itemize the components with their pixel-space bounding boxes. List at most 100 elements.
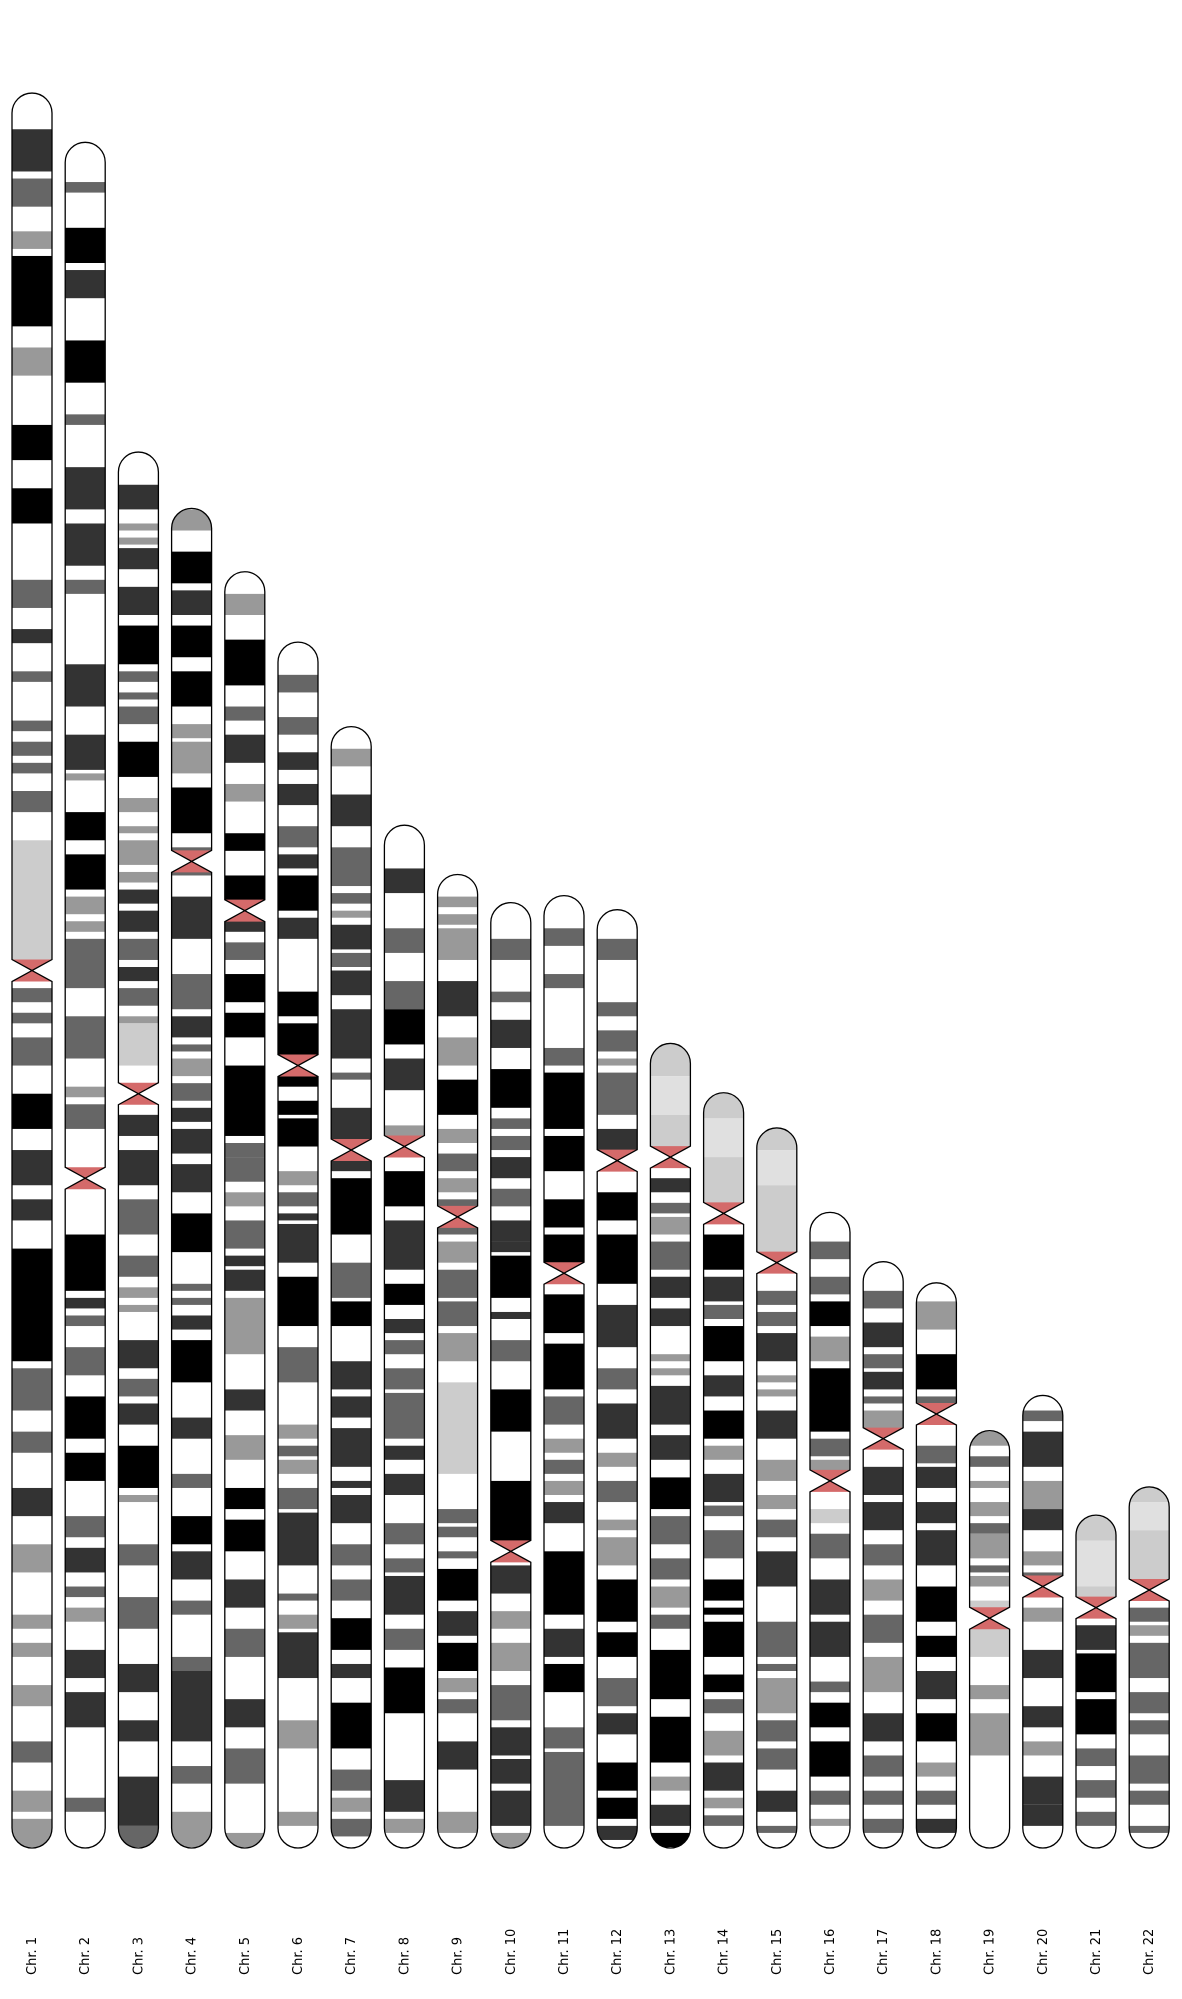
chromosome-5 <box>224 571 266 1849</box>
centromere-p <box>597 1149 638 1161</box>
band-gpos50 <box>703 1815 744 1826</box>
band-gpos50 <box>384 928 425 953</box>
band-gpos75 <box>650 1308 691 1327</box>
band-gpos25 <box>118 871 159 883</box>
band-gpos25 <box>331 910 372 918</box>
centromere-q <box>916 1414 957 1426</box>
band-gpos50 <box>12 762 52 774</box>
band-gpos25 <box>1022 1551 1063 1566</box>
band-gpos75 <box>224 734 265 763</box>
band-gpos100 <box>597 1632 638 1657</box>
band-gpos50 <box>12 791 52 813</box>
band-gpos100 <box>1076 1653 1116 1693</box>
chromosome-2 <box>64 141 106 1849</box>
band-gpos25 <box>437 1678 478 1693</box>
band-gpos50 <box>1076 1811 1116 1826</box>
band-gpos50 <box>12 741 52 756</box>
band-gpos75 <box>65 1547 106 1573</box>
band-gpos75 <box>224 1579 265 1608</box>
band-gpos25 <box>12 231 52 249</box>
band-gpos50 <box>437 1526 478 1538</box>
band-gpos75 <box>597 1304 638 1348</box>
band-gpos100 <box>916 1635 957 1657</box>
band-gpos75 <box>12 1487 52 1517</box>
band-gpos50 <box>384 1340 425 1355</box>
band-gpos75 <box>1022 1706 1063 1728</box>
band-gpos100 <box>384 1283 425 1305</box>
band-gpos100 <box>331 1702 372 1749</box>
band-gpos50 <box>490 1188 531 1207</box>
centromere-q <box>1076 1607 1116 1619</box>
centromere-q <box>224 910 265 922</box>
band-gpos100 <box>437 1642 478 1671</box>
band-gpos50 <box>490 1118 531 1129</box>
chromosome-outline <box>968 1430 1011 1849</box>
band-gpos50 <box>224 1748 265 1784</box>
band-gpos100 <box>171 551 212 584</box>
band-gpos75 <box>118 1776 159 1826</box>
band-gpos50 <box>916 1790 957 1805</box>
band-gpos25 <box>703 1730 744 1756</box>
band-gpos75 <box>65 734 106 770</box>
band-gpos25 <box>437 1241 478 1263</box>
band-gpos100 <box>224 833 265 851</box>
band-gpos50 <box>171 974 212 1010</box>
band-gpos50 <box>384 1392 425 1439</box>
band-gpos100 <box>437 1568 478 1601</box>
band-gpos50 <box>331 952 372 967</box>
band-gpos75 <box>331 1361 372 1390</box>
chromosome-1 <box>11 92 53 1849</box>
band-gpos100 <box>810 1702 850 1728</box>
band-gpos50 <box>224 706 265 721</box>
band-gvar <box>1076 1516 1116 1541</box>
band-gpos100 <box>490 1069 531 1108</box>
band-gpos75 <box>118 548 159 570</box>
band-stalk <box>1129 1502 1170 1531</box>
band-gpos100 <box>544 1551 584 1615</box>
band-gpos75 <box>437 981 478 1017</box>
band-gpos50 <box>1129 1692 1170 1714</box>
band-gpos50 <box>384 1523 425 1545</box>
band-gpos50 <box>331 1072 372 1080</box>
band-gpos50 <box>437 1699 478 1714</box>
band-gpos50 <box>12 1431 52 1453</box>
band-gpos50 <box>969 1523 1010 1534</box>
band-gpos25 <box>171 1058 212 1077</box>
chromosome-12 <box>596 909 638 1849</box>
band-gpos25 <box>969 1431 1010 1446</box>
band-gpos100 <box>278 1276 318 1327</box>
band-gpos100 <box>65 227 106 263</box>
band-gpos50 <box>437 1153 478 1172</box>
band-gpos75 <box>916 1671 957 1700</box>
band-gpos50 <box>278 717 318 735</box>
band-gvar <box>756 1185 797 1263</box>
band-gpos50 <box>544 1396 584 1425</box>
centromere-q <box>650 1157 691 1169</box>
band-gpos100 <box>65 1234 106 1291</box>
band-gpos25 <box>65 921 106 932</box>
chromosome-label: Chr. 17 <box>876 1929 891 1975</box>
band-gpos75 <box>278 752 318 770</box>
band-gpos75 <box>1022 1509 1063 1531</box>
band-gpos50 <box>224 1143 265 1158</box>
band-gpos75 <box>65 523 106 566</box>
band-gpos50 <box>756 1720 797 1742</box>
band-gvar <box>969 1628 1010 1657</box>
band-gpos25 <box>437 928 478 960</box>
chromosome-label: Chr. 22 <box>1142 1929 1157 1975</box>
centromere-p <box>437 1205 478 1217</box>
band-gpos25 <box>171 1811 212 1847</box>
band-gpos50 <box>703 1530 744 1559</box>
band-gpos75 <box>490 1759 531 1784</box>
band-gpos25 <box>650 1776 691 1791</box>
band-gpos50 <box>863 1790 904 1805</box>
band-gpos50 <box>916 1445 957 1464</box>
chromosome-20 <box>1022 1394 1064 1849</box>
band-gpos75 <box>331 794 372 827</box>
band-gpos75 <box>863 1713 904 1742</box>
band-gpos50 <box>331 1579 372 1601</box>
band-gpos75 <box>384 1445 425 1460</box>
band-gpos50 <box>703 1505 744 1517</box>
band-gpos75 <box>171 896 212 939</box>
chromosome-11 <box>543 895 585 1849</box>
